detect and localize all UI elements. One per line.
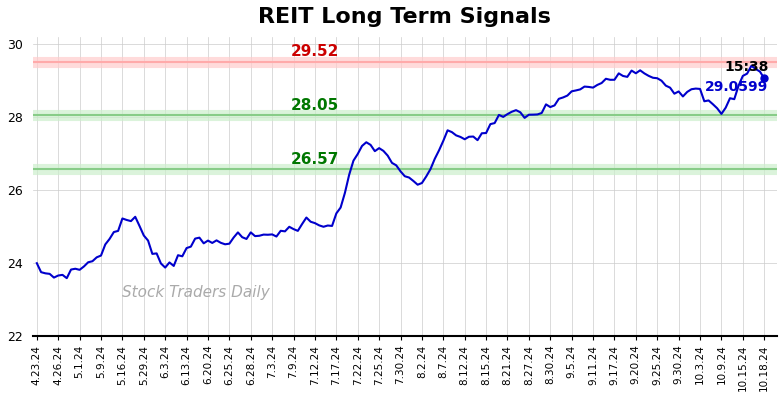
Text: 29.52: 29.52 (291, 44, 339, 59)
Title: REIT Long Term Signals: REIT Long Term Signals (259, 7, 551, 27)
Text: 29.0599: 29.0599 (706, 80, 768, 94)
Text: 28.05: 28.05 (291, 98, 339, 113)
Text: Stock Traders Daily: Stock Traders Daily (122, 285, 270, 300)
Text: 26.57: 26.57 (291, 152, 339, 167)
Text: 15:38: 15:38 (724, 60, 768, 74)
